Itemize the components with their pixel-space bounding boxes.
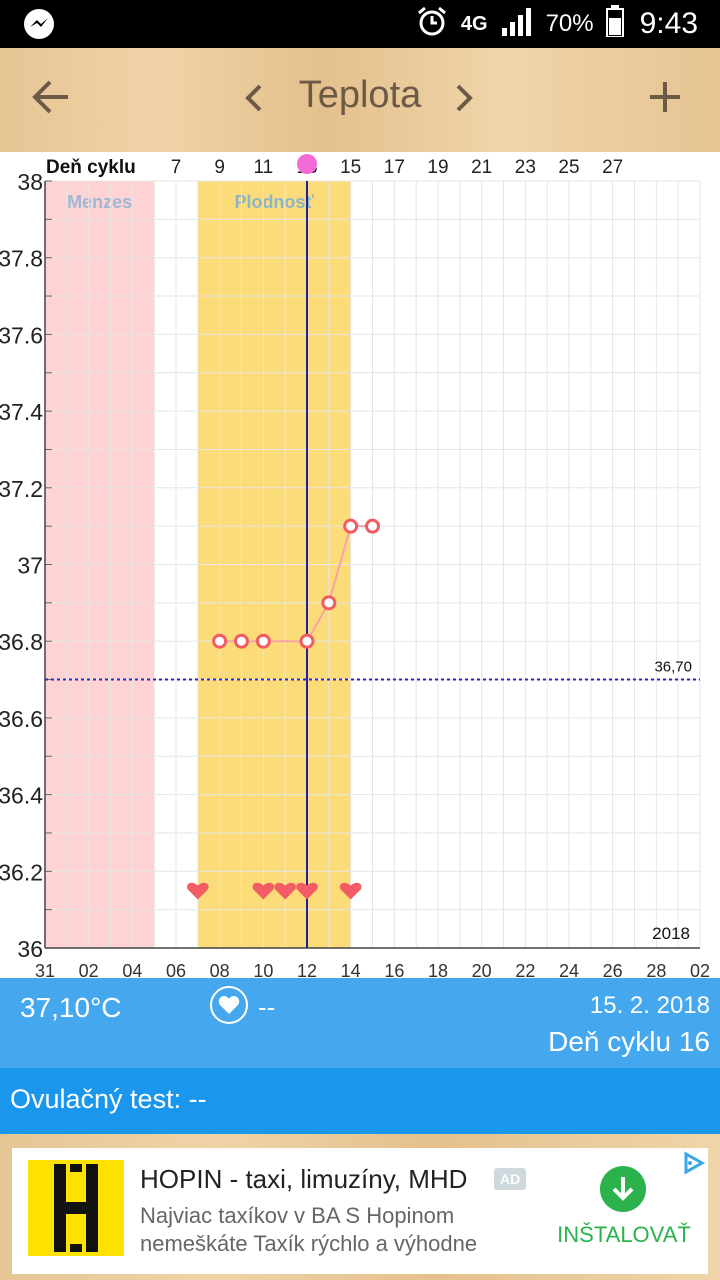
cycle-tick-label: 15: [340, 157, 361, 178]
cycle-tick-label: 11: [253, 157, 273, 178]
date-tick-label: 28: [646, 961, 666, 978]
date-tick-label: 16: [384, 961, 404, 978]
cycle-tick-label: 27: [602, 157, 623, 178]
cycle-tick-label: 7: [171, 157, 182, 178]
download-icon[interactable]: [600, 1166, 646, 1212]
chart-canvas[interactable]: Menzes Plodnosť 38 37.8 37.6 37.4 37.2 37 36.8 36…: [0, 152, 720, 981]
ovulation-test-label: Ovulačný test: --: [10, 1084, 207, 1114]
temperature-point: [321, 595, 337, 611]
ad-banner[interactable]: HOPIN - taxi, limuzíny, MHD AD Najviac t…: [12, 1148, 708, 1274]
date-tick-label: 14: [341, 961, 361, 978]
selected-date: 15. 2. 2018: [589, 992, 710, 1019]
install-button[interactable]: INŠTALOVAŤ: [557, 1222, 691, 1247]
intercourse-heart-icon: [296, 882, 318, 900]
date-tick-label: 02: [79, 961, 99, 978]
date-tick-label: 24: [559, 961, 579, 978]
chevron-right-icon[interactable]: [452, 78, 478, 118]
date-tick-label: 12: [297, 961, 317, 978]
date-tick-label: 31: [35, 961, 55, 978]
cycle-tick-label: 25: [558, 157, 579, 178]
y-tick-label: 38: [17, 169, 43, 195]
temperature-point: [212, 633, 228, 649]
battery-icon: [605, 4, 624, 44]
page-title: Teplota: [298, 74, 422, 116]
hopin-logo: [28, 1160, 124, 1256]
temperature-point: [234, 633, 249, 649]
cycle-tick-label: 17: [384, 157, 405, 178]
y-tick-label: 36.2: [0, 859, 43, 885]
intercourse-heart-icon: [274, 882, 296, 900]
cycle-axis-label: Deň cyklu: [46, 157, 136, 178]
temperature-point: [255, 633, 271, 649]
intercourse-heart-icon: [252, 882, 275, 900]
y-tick-label: 37.8: [0, 246, 43, 272]
date-tick-label: 26: [603, 961, 623, 978]
cycle-day: Deň cyklu 16: [548, 1026, 710, 1057]
heart-icon: [210, 986, 248, 1024]
day-info-panel[interactable]: 37,10°C -- 15. 2. 2018 Deň cyklu 16: [0, 978, 720, 1068]
intercourse-value: --: [258, 992, 276, 1022]
adchoices-icon[interactable]: [680, 1150, 706, 1176]
plus-icon[interactable]: [642, 74, 688, 120]
y-tick-label: 36.6: [0, 706, 43, 732]
status-bar: 4G 70% 9:43: [0, 0, 720, 48]
cycle-tick-label: 9: [214, 157, 225, 178]
year-label: 2018: [652, 924, 690, 943]
y-tick-label: 37.4: [0, 399, 43, 425]
clock: 9:43: [639, 7, 698, 40]
temperature-point: [343, 518, 359, 534]
y-tick-label: 37: [17, 553, 43, 579]
temperature-point: [299, 633, 315, 649]
y-tick-label: 37.2: [0, 476, 43, 502]
ovulation-marker: [297, 154, 317, 174]
toolbar: Teplota: [0, 48, 720, 152]
cycle-tick-label: 21: [471, 157, 492, 178]
phase-label-1: Plodnosť: [234, 192, 314, 212]
cycle-tick-label: 23: [515, 157, 536, 178]
ad-title: HOPIN - taxi, limuzíny, MHD: [140, 1164, 468, 1194]
coverline-label: 36,70: [654, 659, 692, 676]
signal-icon: [500, 6, 534, 43]
ad-badge: AD: [494, 1168, 527, 1190]
ad-description: Najviac taxíkov v BA S Hopinom nemeškáte…: [140, 1203, 478, 1256]
date-tick-label: 22: [515, 961, 535, 978]
intercourse-heart-icon: [339, 882, 362, 900]
date-tick-label: 04: [122, 961, 142, 978]
date-tick-label: 06: [166, 961, 186, 978]
messenger-icon: [22, 8, 56, 47]
y-tick-label: 36.8: [0, 629, 43, 655]
temperature-point: [365, 518, 380, 534]
back-arrow-icon[interactable]: [28, 74, 74, 120]
ovulation-test-row[interactable]: Ovulačný test: --: [0, 1068, 720, 1134]
alarm-icon: [415, 4, 449, 45]
temperature-value: 37,10°C: [20, 992, 122, 1023]
y-tick-label: 36: [17, 936, 43, 962]
date-tick-label: 20: [472, 961, 492, 978]
y-tick-label: 37.6: [0, 322, 43, 348]
chevron-left-icon[interactable]: [240, 78, 266, 118]
temperature-chart[interactable]: Menzes Plodnosť 38 37.8 37.6 37.4 37.2 37 36.8 36…: [0, 152, 720, 981]
y-tick-label: 36.4: [0, 783, 43, 809]
network-type: 4G: [460, 12, 488, 35]
date-tick-label: 02: [690, 961, 710, 978]
cycle-tick-label: 19: [427, 157, 448, 178]
date-tick-label: 18: [428, 961, 448, 978]
ad-banner-area: HOPIN - taxi, limuzíny, MHD AD Najviac t…: [0, 1134, 720, 1280]
phase-label-0: Menzes: [67, 192, 132, 212]
battery-level: 70%: [545, 10, 594, 37]
date-tick-label: 10: [253, 961, 273, 978]
date-tick-label: 08: [210, 961, 230, 978]
intercourse-heart-icon: [187, 882, 209, 900]
